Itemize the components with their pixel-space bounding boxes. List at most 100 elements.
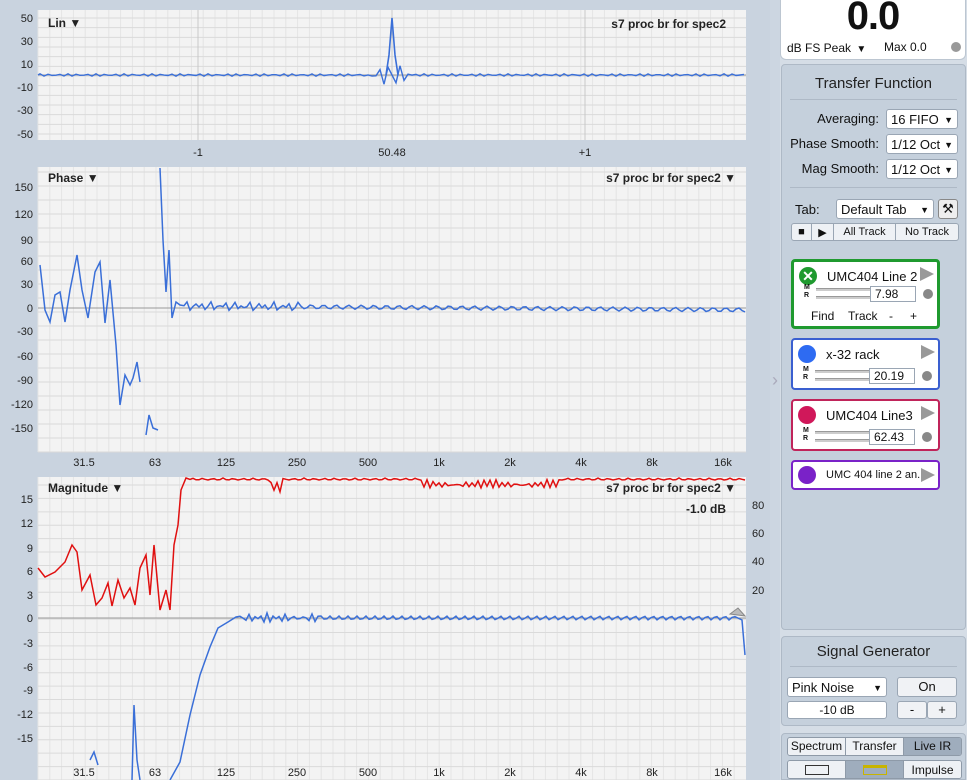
chevron-down-icon: ▼: [944, 115, 953, 125]
y-tick-label: 12: [21, 518, 33, 530]
signal-generator-panel: Signal Generator Pink Noise ▼ On -10 dB -…: [781, 636, 966, 726]
mag-smooth-label: Mag Smooth:: [801, 161, 879, 176]
x-tick-label: +1: [579, 147, 592, 159]
status-dot-icon: [922, 371, 932, 381]
x-tick-label: 16k: [714, 457, 732, 469]
phase-smooth-select[interactable]: 1/12 Oct ▼: [886, 134, 958, 154]
play-icon[interactable]: [921, 345, 935, 359]
phase-trace: [159, 167, 746, 319]
coherence-tick-label: 60: [752, 528, 764, 540]
y-tick-label: 90: [21, 235, 33, 247]
find-button[interactable]: Find: [811, 309, 835, 323]
ir-trace-label: s7 proc br for spec2: [611, 17, 726, 31]
y-tick-label: 0: [27, 613, 33, 625]
x-tick-label: 16k: [714, 767, 732, 779]
y-tick-label: -50: [17, 129, 33, 141]
play-icon[interactable]: ▶: [812, 224, 834, 240]
plot-area[interactable]: 50 30 10 -10 -30 -50 -1 50.48 +1 Lin ▼ s7 proc br …: [0, 0, 770, 780]
y-tick-label: 30: [21, 36, 33, 48]
track-controls: ■ ▶ All Track No Track: [791, 223, 959, 241]
play-icon[interactable]: [920, 267, 934, 281]
panel-title: Signal Generator: [816, 643, 931, 660]
track-color-icon[interactable]: [798, 345, 816, 363]
track-button[interactable]: Track: [848, 309, 878, 323]
r-slider[interactable]: [815, 439, 883, 442]
level-meter: 0.0 dB FS Peak ▼ Max 0.0: [780, 0, 966, 60]
play-icon[interactable]: [921, 406, 935, 420]
x-tick-label: 50.48: [378, 147, 406, 159]
y-tick-label: 0: [27, 303, 33, 315]
tab-live-ir[interactable]: Live IR: [904, 738, 961, 755]
m-slider[interactable]: [816, 288, 884, 291]
meter-unit-select[interactable]: dB FS Peak ▼: [787, 41, 866, 55]
tab-impulse[interactable]: Impulse: [904, 761, 961, 778]
divider: [790, 666, 957, 667]
play-icon[interactable]: [921, 468, 935, 482]
chevron-down-icon: ▼: [873, 683, 882, 693]
no-track-button[interactable]: No Track: [904, 226, 949, 238]
level-plus-button[interactable]: +: [927, 701, 957, 719]
x-tick-label: 125: [217, 767, 235, 779]
clip-indicator-icon: [951, 42, 961, 52]
tab-select[interactable]: Default Tab ▼: [836, 199, 934, 219]
close-circle-icon[interactable]: ✕: [799, 267, 817, 285]
track-delay-value[interactable]: 7.98: [870, 286, 916, 302]
track-color-icon[interactable]: [798, 466, 816, 484]
minus-button[interactable]: -: [889, 309, 893, 323]
averaging-select[interactable]: 16 FIFO ▼: [886, 109, 958, 129]
m-slider[interactable]: [815, 431, 883, 434]
m-slider[interactable]: [815, 370, 883, 373]
meter-max: Max 0.0: [884, 40, 927, 54]
stop-icon[interactable]: ■: [792, 224, 812, 240]
r-slider[interactable]: [816, 296, 884, 299]
tab-spectrum[interactable]: Spectrum: [788, 738, 846, 755]
impulse-peak: [385, 17, 399, 76]
all-track-button[interactable]: All Track: [834, 224, 896, 240]
status-dot-icon: [922, 432, 932, 442]
generator-type-select[interactable]: Pink Noise ▼: [787, 677, 887, 697]
phase-trace: [145, 414, 159, 436]
phase-trace-label: s7 proc br for spec2 ▼: [606, 171, 736, 185]
measurement-track[interactable]: UMC 404 line 2 an...: [791, 460, 940, 490]
tab-transfer[interactable]: Transfer: [846, 738, 904, 755]
y-tick-label: 150: [15, 182, 33, 194]
track-delay-value[interactable]: 62.43: [869, 429, 915, 445]
layout-single-icon[interactable]: [788, 761, 846, 778]
x-tick-label: 250: [288, 767, 306, 779]
x-tick-label: 125: [217, 457, 235, 469]
x-tick-label: 500: [359, 457, 377, 469]
phase-scale-label: Phase ▼: [48, 171, 99, 185]
chevron-down-icon: ▼: [856, 44, 867, 55]
track-color-icon[interactable]: [798, 406, 816, 424]
tools-icon[interactable]: ⚒: [938, 199, 958, 219]
x-tick-label: 1k: [433, 767, 445, 779]
mag-smooth-value: 1/12 Oct: [891, 162, 941, 177]
tab-label: Tab:: [795, 202, 820, 217]
plus-button[interactable]: +: [910, 309, 918, 323]
chevron-down-icon: ▼: [944, 140, 953, 150]
track-delay-value[interactable]: 20.19: [869, 368, 915, 384]
x-tick-label: 31.5: [73, 457, 94, 469]
level-minus-button[interactable]: -: [897, 701, 927, 719]
x-tick-label: 2k: [504, 767, 516, 779]
mag-smooth-select[interactable]: 1/12 Oct ▼: [886, 159, 958, 179]
layout-split-icon[interactable]: [846, 761, 904, 778]
phase-smooth-label: Phase Smooth:: [790, 136, 879, 151]
r-slider[interactable]: [815, 378, 883, 381]
coherence-tick-label: 80: [752, 500, 764, 512]
panel-toggle-handle[interactable]: ›: [772, 370, 778, 390]
x-tick-label: 4k: [575, 457, 587, 469]
track-name: x-32 rack: [826, 347, 880, 362]
meter-unit: dB FS Peak: [787, 41, 852, 55]
generator-on-button[interactable]: On: [897, 677, 957, 697]
x-tick-label: 500: [359, 767, 377, 779]
generator-level[interactable]: -10 dB: [787, 701, 887, 719]
meter-value: 0.0: [846, 0, 901, 38]
y-tick-label: 30: [21, 279, 33, 291]
